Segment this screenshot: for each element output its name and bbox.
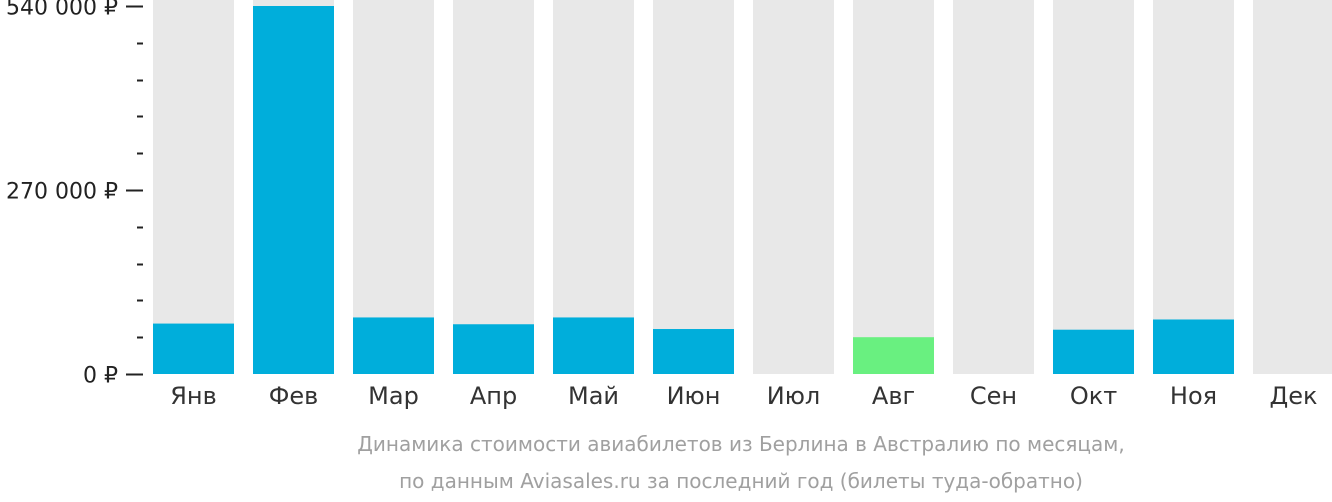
bar-background	[353, 0, 434, 374]
bar-background	[1053, 0, 1134, 374]
bar-background	[653, 0, 734, 374]
bar-background	[1153, 0, 1234, 374]
bar-4	[553, 317, 634, 374]
bar-background	[153, 0, 234, 374]
y-tick-label: 540 000 ₽	[6, 0, 118, 21]
bar-3	[453, 324, 534, 374]
x-tick-label: Июл	[767, 382, 821, 410]
x-tick-label: Сен	[970, 382, 1017, 410]
x-tick-label: Мар	[368, 382, 419, 410]
bar-background	[453, 0, 534, 374]
x-tick-label: Дек	[1269, 382, 1317, 410]
x-tick-label: Май	[568, 382, 619, 410]
x-tick-label: Июн	[667, 382, 721, 410]
x-tick-label: Авг	[872, 382, 915, 410]
y-tick-label: 270 000 ₽	[6, 180, 118, 205]
x-tick-label: Апр	[470, 382, 517, 410]
bar-9	[1053, 329, 1134, 374]
chart-title: Динамика стоимости авиабилетов из Берлин…	[357, 432, 1125, 456]
chart-subtitle: по данным Aviasales.ru за последний год …	[399, 469, 1083, 493]
bar-background	[953, 0, 1034, 374]
y-tick-label: 0 ₽	[83, 364, 118, 389]
x-tick-label: Фев	[269, 382, 319, 410]
bar-2	[353, 317, 434, 374]
bar-background	[753, 0, 834, 374]
bar-background	[853, 0, 934, 374]
x-tick-label: Окт	[1070, 382, 1117, 410]
bar-1	[253, 6, 334, 374]
bar-10	[1153, 319, 1234, 374]
bar-chart: 0 ₽ 270 000 ₽ 540 000 ₽ Янв Фев Мар Апр Май Июн И…	[6, 0, 1332, 410]
bar-7	[853, 337, 934, 374]
bar-5	[653, 329, 734, 374]
bar-background	[1253, 0, 1332, 374]
x-tick-label: Ноя	[1170, 382, 1217, 410]
x-tick-label: Янв	[170, 382, 217, 410]
bar-0	[153, 323, 234, 374]
bar-background	[553, 0, 634, 374]
